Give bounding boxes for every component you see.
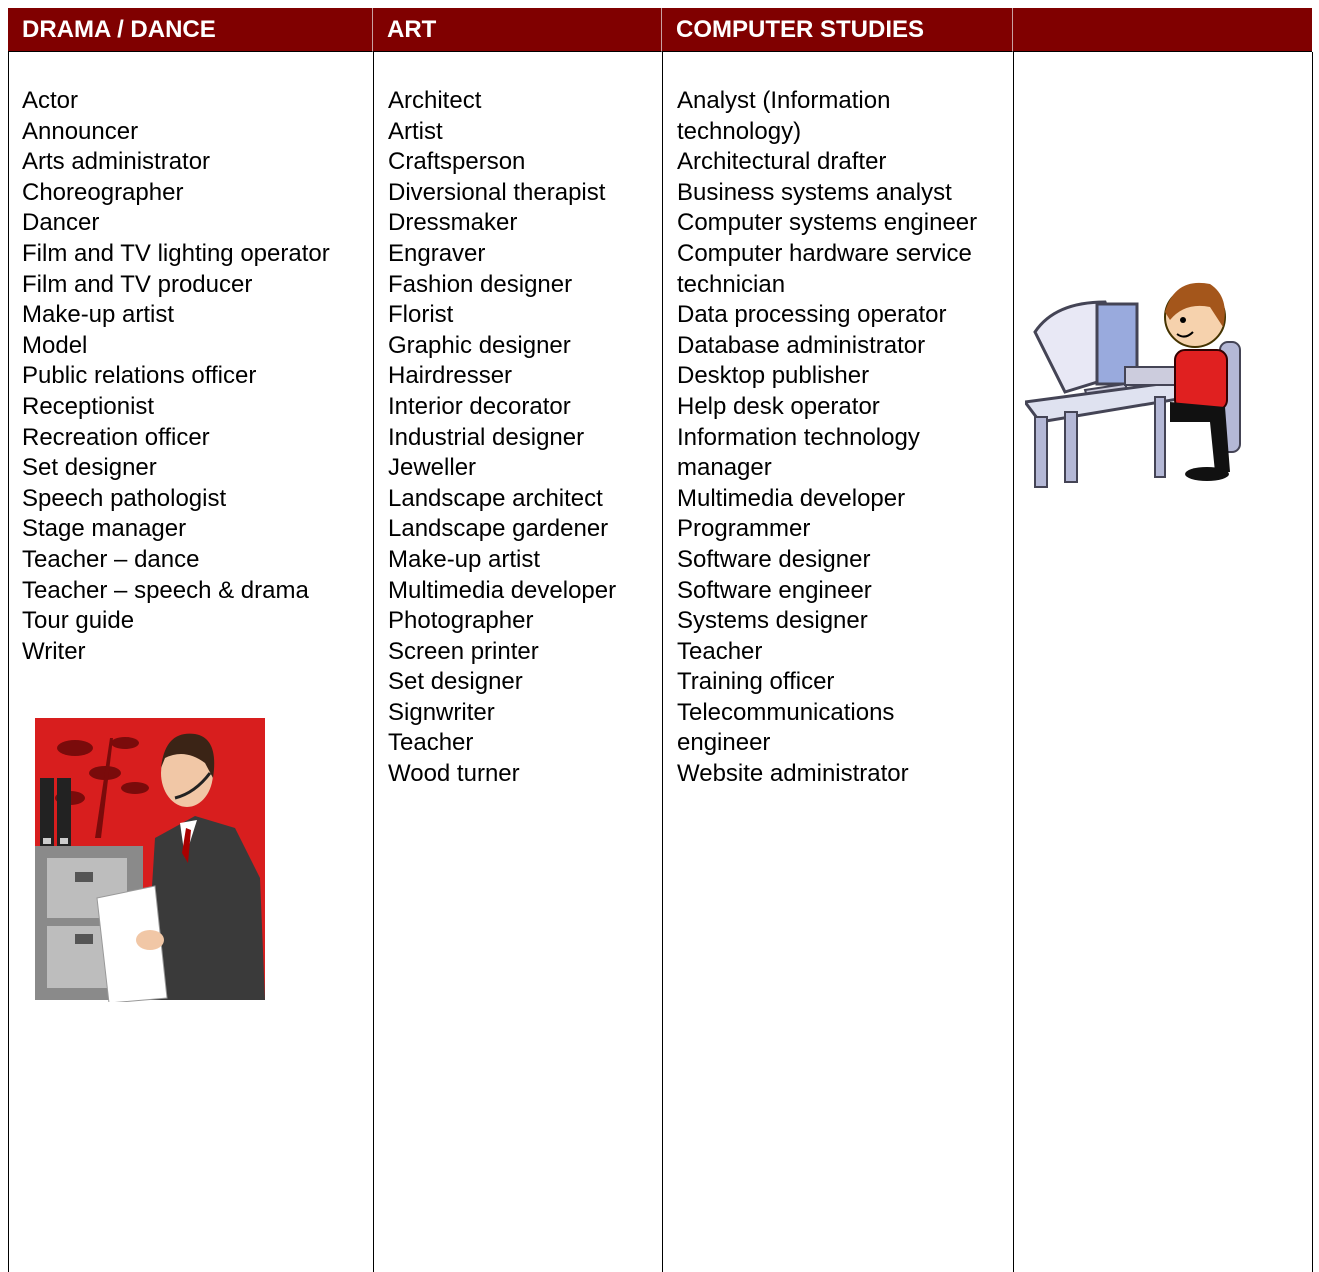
career-item: Photographer [388,607,534,635]
career-item: Desktop publisher [677,362,870,390]
career-item: Programmer [677,515,811,543]
career-item: Graphic designer [388,331,571,359]
career-item: Interior decorator [388,392,571,420]
career-item: Make-up artist [22,301,175,329]
career-item: Website administrator [677,760,909,788]
career-item: Teacher [677,637,763,665]
career-list: Analyst (Information technology) Architec… [677,86,993,790]
career-item: Software designer [677,545,871,573]
career-item: Landscape gardener [388,515,609,543]
career-item: Artist [388,117,443,145]
career-item: Teacher – dance [22,545,200,573]
career-item: Multimedia developer [677,484,906,512]
career-item: Multimedia developer [388,576,617,604]
career-item: Tour guide [22,607,135,635]
career-item: Fashion designer [388,270,573,298]
career-item: Dressmaker [388,209,518,237]
career-item: Training officer [677,668,835,696]
career-item: Signwriter [388,698,495,726]
career-item: Diversional therapist [388,178,606,206]
career-item: Computer hardware service technician [677,239,972,298]
career-item: Public relations officer [22,362,257,390]
career-item: Craftsperson [388,148,526,176]
column [1013,52,1313,1272]
career-item: Dancer [22,209,100,237]
career-item: Make-up artist [388,545,541,573]
career-item: Teacher – speech & drama [22,576,309,604]
career-item: Actor [22,87,79,114]
career-item: Model [22,331,88,359]
career-list: Actor Announcer Arts administrator Choreogr… [22,86,358,667]
career-item: Receptionist [22,392,155,420]
career-item: Database administrator [677,331,926,359]
column-header: COMPUTER STUDIES [662,8,1013,52]
career-item: Business systems analyst [677,178,952,206]
column-header: DRAMA / DANCE [8,8,373,52]
career-item: Screen printer [388,637,539,665]
column [8,52,373,1272]
career-item: Software engineer [677,576,872,604]
career-item: Announcer [22,117,139,145]
column [373,52,662,1272]
career-item: Teacher [388,729,474,757]
career-item: Landscape architect [388,484,603,512]
career-item: Help desk operator [677,392,880,420]
career-list: Architect Artist Craftsperson Diversional t… [388,86,658,790]
career-item: Information technology manager [677,423,920,482]
career-item: Film and TV producer [22,270,253,298]
career-item: Set designer [22,454,157,482]
career-item: Telecommunications engineer [677,698,895,757]
career-item: Architectural drafter [677,148,887,176]
career-item: Film and TV lighting operator [22,239,330,267]
career-item: Arts administrator [22,148,211,176]
career-item: Set designer [388,668,523,696]
clipart-computer-boy [1025,282,1241,488]
career-item: Wood turner [388,760,520,788]
career-item: Speech pathologist [22,484,227,512]
career-item: Stage manager [22,515,187,543]
clipart-office-man [35,718,265,1002]
career-item: Jeweller [388,454,477,482]
career-item: Choreographer [22,178,184,206]
career-item: Hairdresser [388,362,513,390]
career-item: Architect [388,87,482,114]
career-item: Engraver [388,239,486,267]
column-header: ART [373,8,662,52]
career-item: Data processing operator [677,301,947,329]
career-item: Florist [388,301,454,329]
career-item: Systems designer [677,607,868,635]
career-item: Analyst (Information technology) [677,87,891,145]
career-item: Writer [22,637,86,665]
career-item: Industrial designer [388,423,585,451]
career-item: Recreation officer [22,423,210,451]
career-item: Computer systems engineer [677,209,978,237]
column [662,52,1013,1272]
column-header-empty [1013,8,1312,52]
